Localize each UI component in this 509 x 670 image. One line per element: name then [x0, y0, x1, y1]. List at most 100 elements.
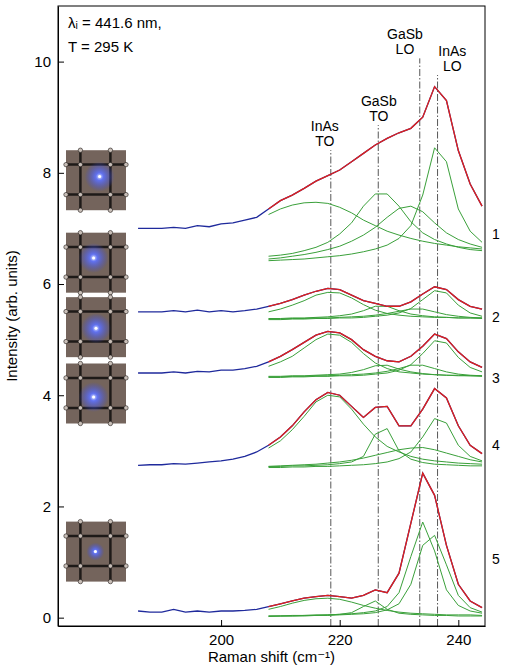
inset-dot — [124, 376, 128, 380]
inset-spot — [92, 396, 95, 399]
inset-dot — [124, 275, 128, 279]
inset-dot — [108, 361, 112, 365]
spectrum-line — [138, 287, 482, 312]
inset-grid — [109, 522, 112, 582]
y-axis-line — [58, 7, 59, 627]
inset-dot — [108, 230, 112, 234]
spectrum-line — [269, 194, 483, 256]
inset-dot — [78, 534, 82, 538]
spectrum-number: 4 — [492, 437, 500, 453]
inset-glow — [81, 313, 111, 343]
spectrum-line — [269, 309, 483, 319]
inset-dot — [124, 309, 128, 313]
inset-dot — [124, 245, 128, 249]
inset-glow — [79, 243, 109, 273]
y-tick-mark — [58, 62, 64, 63]
inset-grid — [109, 364, 112, 424]
reference-line — [378, 125, 379, 626]
spectrum-line — [269, 473, 483, 608]
inset-glow — [85, 162, 115, 192]
y-tick-label: 10 — [34, 53, 51, 70]
spectrum-number: 2 — [492, 309, 500, 325]
inset-grid — [109, 233, 112, 293]
inset-dot — [78, 208, 82, 212]
inset-dot — [124, 192, 128, 196]
inset-dot — [64, 376, 68, 380]
x-tick: 220 — [328, 620, 353, 648]
inset-dot — [108, 376, 112, 380]
y-axis-title: Intensity (arb. units) — [3, 250, 20, 382]
inset-image — [64, 519, 128, 583]
inset-dot — [64, 192, 68, 196]
x-tick: 240 — [446, 620, 471, 648]
inset-dot — [108, 275, 112, 279]
y-tick: 6 — [43, 275, 64, 292]
x-axis-line — [59, 626, 486, 627]
y-tick: 10 — [34, 53, 64, 70]
spectrum-number: 5 — [492, 551, 500, 567]
inset-image — [64, 148, 128, 212]
inset-dot — [124, 406, 128, 410]
peak-label: GaSbLO — [387, 26, 423, 57]
inset-glow — [79, 382, 109, 412]
inset-dot — [64, 564, 68, 568]
inset-grid — [79, 522, 82, 582]
inset-dot — [108, 564, 112, 568]
reference-line — [419, 58, 420, 626]
spectrum-line — [269, 148, 483, 261]
x-tick-label: 240 — [446, 631, 471, 648]
inset-dot — [78, 361, 82, 365]
spectrum-number: 1 — [492, 226, 500, 242]
inset-grid — [66, 193, 126, 196]
spectrum-line — [269, 365, 483, 377]
spectrum-line — [269, 341, 483, 378]
inset-spot — [95, 327, 98, 330]
inset-dot — [78, 564, 82, 568]
y-tick-mark — [58, 395, 64, 396]
spectrum-line — [269, 601, 483, 616]
inset-dot — [64, 534, 68, 538]
x-tick: 200 — [209, 620, 234, 648]
inset-dot — [78, 519, 82, 523]
inset-grid — [66, 565, 126, 568]
y-tick: 8 — [43, 164, 64, 181]
inset-dot — [64, 339, 68, 343]
spectrum-line — [269, 535, 483, 616]
peak-label: InAsLO — [438, 43, 466, 74]
inset-dot — [78, 148, 82, 152]
y-tick-label: 8 — [43, 164, 51, 181]
spectrum-line — [269, 334, 483, 376]
inset-dot — [108, 339, 112, 343]
y-tick: 0 — [43, 609, 64, 626]
inset-dot — [64, 162, 68, 166]
inset-background — [66, 522, 126, 582]
inset-dot — [78, 355, 82, 359]
inset-spot — [92, 256, 95, 259]
inset-dot — [108, 421, 112, 425]
spectrum-line — [269, 389, 483, 454]
inset-dot — [78, 421, 82, 425]
inset-grid — [66, 310, 126, 313]
x-tick-mark — [340, 620, 341, 626]
x-axis-title: Raman shift (cm⁻¹) — [208, 648, 335, 665]
inset-dot — [108, 290, 112, 294]
inset-spot — [98, 175, 101, 178]
inset-image — [64, 295, 128, 359]
spectrum-line — [269, 206, 483, 259]
y-tick-mark — [58, 284, 64, 285]
x-tick-mark — [458, 620, 459, 626]
x-tick-label: 200 — [209, 631, 234, 648]
inset-dot — [64, 245, 68, 249]
y-tick-label: 4 — [43, 387, 51, 404]
spectrum-number: 3 — [492, 370, 500, 386]
title: λᵢ = 441.6 nm, — [68, 14, 162, 31]
inset-dot — [78, 230, 82, 234]
y-tick-label: 6 — [43, 275, 51, 292]
y-tick: 2 — [43, 498, 64, 515]
inset-dot — [108, 192, 112, 196]
x-tick-mark — [221, 620, 222, 626]
spectrum-line — [269, 429, 483, 467]
inset-dot — [108, 519, 112, 523]
inset-dot — [78, 579, 82, 583]
inset-dot — [124, 162, 128, 166]
